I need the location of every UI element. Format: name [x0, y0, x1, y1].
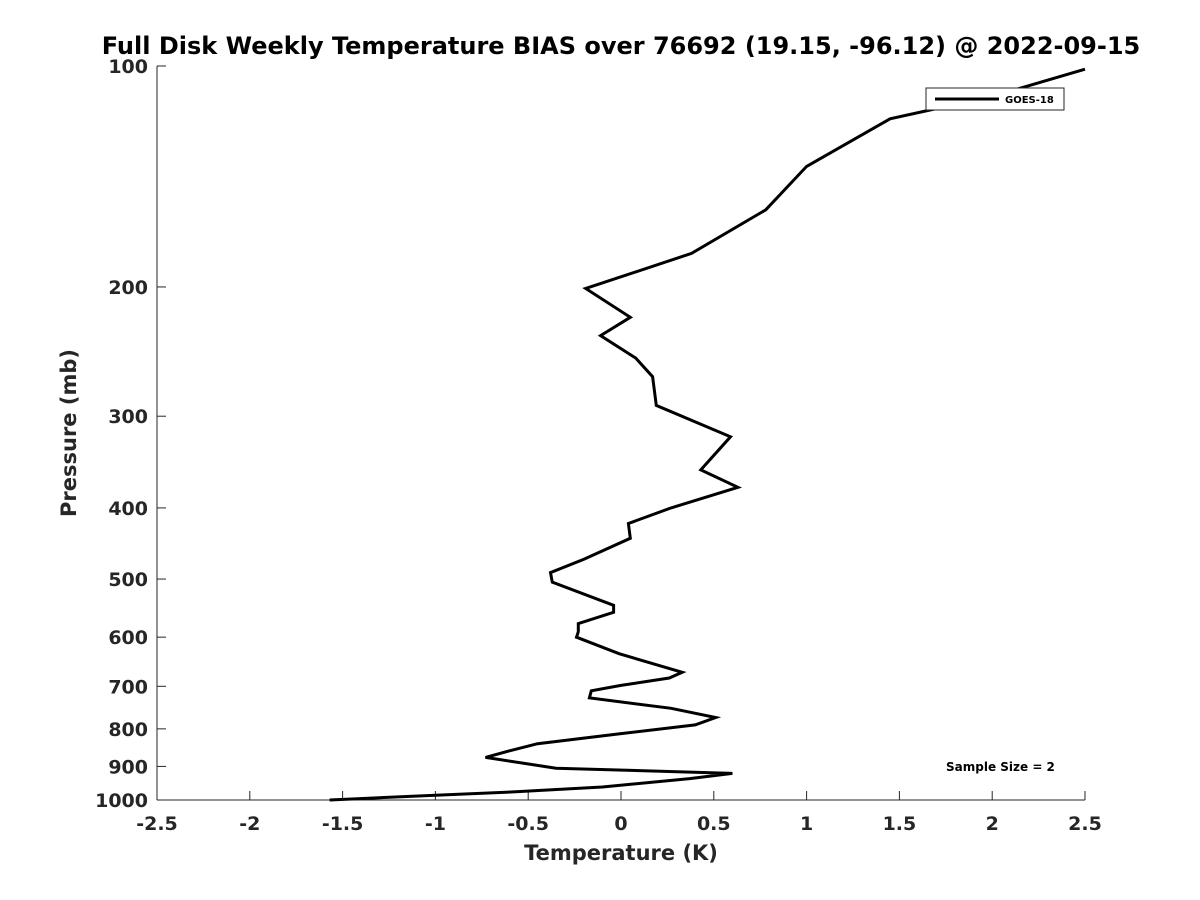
y-tick-label-100: 100	[108, 56, 148, 78]
x-tick-label-0: 0	[614, 813, 627, 835]
sample-size-annotation: Sample Size = 2	[946, 760, 1055, 774]
x-axis-label: Temperature (K)	[524, 841, 718, 865]
y-ticks: 100 200 300 400 500 600 700 800 900 1000	[95, 56, 166, 812]
x-tick-label-neg1: -1	[425, 813, 446, 835]
series-line-goes-18	[329, 67, 1086, 802]
legend-label-goes-18: GOES-18	[1005, 95, 1054, 106]
y-tick-label-800: 800	[108, 719, 148, 741]
chart-title: Full Disk Weekly Temperature BIAS over 7…	[102, 32, 1141, 60]
y-tick-label-700: 700	[108, 676, 148, 698]
y-tick-label-900: 900	[108, 756, 148, 778]
y-tick-label-500: 500	[108, 569, 148, 591]
x-tick-label-2: 2	[986, 813, 999, 835]
y-tick-label-600: 600	[108, 627, 148, 649]
x-tick-label-0p5: 0.5	[697, 813, 731, 835]
x-tick-label-neg1p5: -1.5	[322, 813, 364, 835]
y-axis-label: Pressure (mb)	[57, 349, 81, 517]
legend: GOES-18	[925, 87, 1065, 111]
x-tick-label-neg2p5: -2.5	[136, 813, 178, 835]
x-tick-label-2p5: 2.5	[1068, 813, 1102, 835]
y-tick-label-300: 300	[108, 406, 148, 428]
x-tick-label-neg2: -2	[239, 813, 260, 835]
y-tick-label-200: 200	[108, 277, 148, 299]
y-tick-label-1000: 1000	[95, 790, 148, 812]
y-tick-label-400: 400	[108, 498, 148, 520]
x-ticks: -2.5 -2 -1.5 -1 -0.5 0 0.5 1 1.5 2 2.5	[136, 791, 1102, 835]
x-tick-label-1p5: 1.5	[883, 813, 917, 835]
x-tick-label-neg0p5: -0.5	[507, 813, 549, 835]
x-tick-label-1: 1	[800, 813, 813, 835]
series-layer	[329, 67, 1086, 802]
